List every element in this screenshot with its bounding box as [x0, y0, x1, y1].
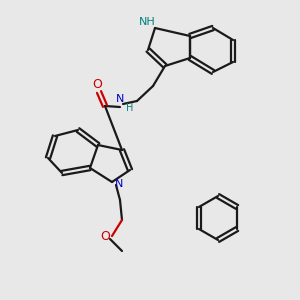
Text: H: H	[126, 103, 134, 113]
Text: N: N	[115, 179, 123, 189]
Text: O: O	[100, 230, 110, 242]
Text: N: N	[116, 94, 124, 104]
Text: NH: NH	[139, 17, 155, 27]
Text: O: O	[92, 77, 102, 91]
